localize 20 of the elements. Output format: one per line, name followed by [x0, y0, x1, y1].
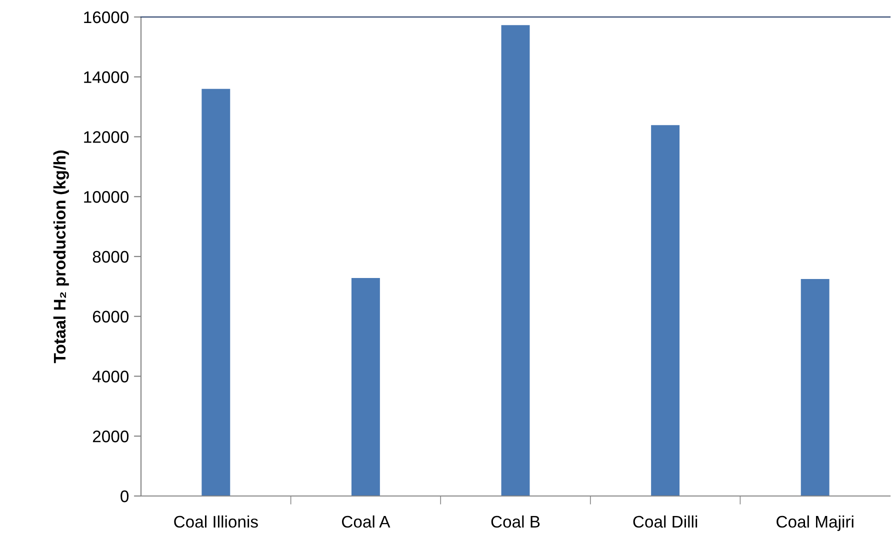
x-tick-label: Coal B — [491, 515, 540, 528]
y-tick-label: 8000 — [92, 250, 129, 263]
bar — [501, 25, 530, 496]
bar — [351, 278, 380, 496]
bar — [800, 278, 830, 496]
x-tick-label: Coal A — [342, 515, 390, 528]
y-tick-label: 16000 — [84, 11, 129, 24]
x-tick-label: Coal Dilli — [633, 515, 698, 528]
y-tick-label: 10000 — [84, 191, 129, 203]
y-tick-label: 4000 — [92, 370, 129, 382]
y-tick-label: 0 — [120, 490, 129, 502]
y-axis-title: Totaal H₂ production (kg/h) — [53, 150, 69, 364]
x-tick-label: Coal Illionis — [174, 515, 258, 528]
x-tick-label: Coal Majiri — [776, 515, 854, 531]
y-tick-label: 6000 — [92, 310, 129, 323]
bar — [651, 125, 680, 496]
y-tick-label: 12000 — [84, 131, 129, 143]
bar — [202, 88, 230, 496]
y-tick-label: 14000 — [84, 71, 129, 84]
y-tick-label: 2000 — [92, 430, 129, 442]
